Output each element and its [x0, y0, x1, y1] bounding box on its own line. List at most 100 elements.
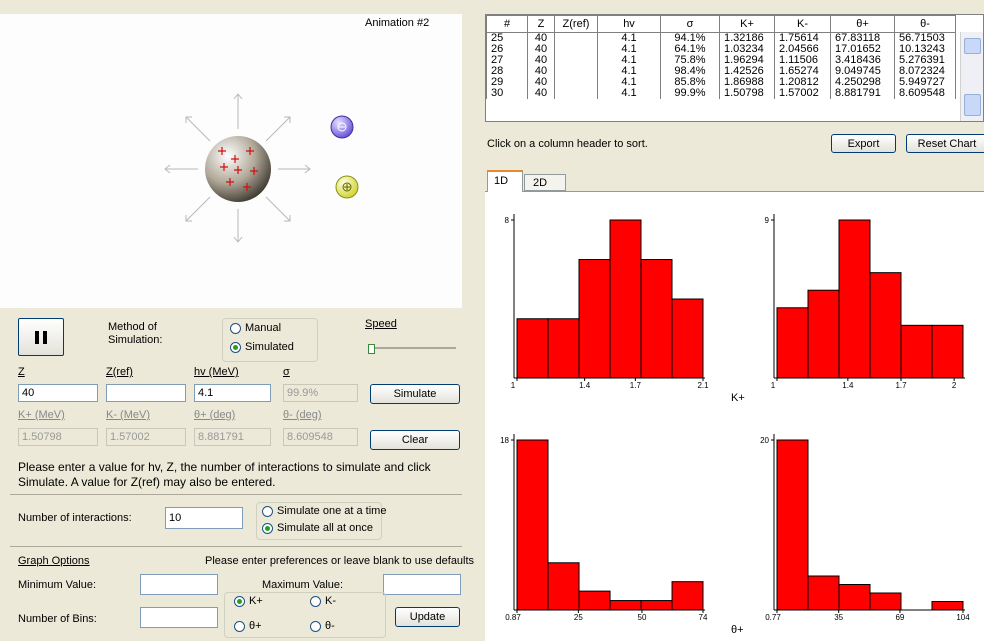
graph-radio[interactable] — [310, 621, 321, 632]
sort-hint: Click on a column header to sort. — [487, 138, 648, 150]
app-window: Animation #2 Method of Simulation: Manua… — [0, 0, 984, 640]
histogram-bar — [932, 602, 963, 611]
graph-radio[interactable] — [234, 621, 245, 632]
method-label: Method of Simulation: — [108, 321, 188, 347]
column-header[interactable]: θ- — [895, 16, 956, 33]
simulate-button[interactable]: Simulate — [370, 384, 460, 404]
chart-panel: 811.41.72.1K+911.41.72K-180.87255074θ+20… — [485, 191, 984, 641]
x-tick-label: 50 — [638, 613, 647, 622]
radio-selected — [233, 345, 238, 350]
graph-radio[interactable] — [234, 596, 245, 607]
histogram: 811.41.72.1K+ — [490, 201, 750, 421]
interactions-radio[interactable] — [262, 506, 273, 517]
speed-thumb[interactable] — [368, 344, 375, 354]
results-table-container: #ZZ(ref)hvσK+K-θ+θ-25404.194.1%1.321861.… — [485, 14, 984, 122]
table-cell: 30 — [487, 88, 528, 99]
export-button[interactable]: Export — [831, 134, 896, 153]
method-option: Manual — [245, 322, 281, 334]
y-tick-label: 20 — [760, 436, 769, 445]
histogram-bar — [579, 591, 610, 610]
speed-track — [368, 347, 456, 349]
histogram-bar — [641, 260, 672, 379]
sigma-field: 99.9% — [283, 384, 358, 402]
x-tick-label: 1.4 — [842, 381, 854, 390]
max-label: Maximum Value: — [262, 579, 343, 591]
radio-selected — [265, 526, 270, 531]
histogram-bar — [672, 299, 703, 378]
interactions-radio[interactable] — [262, 523, 273, 534]
table-cell: 4.1 — [598, 88, 661, 99]
histogram-bar — [579, 260, 610, 379]
histogram-bar — [610, 601, 641, 610]
histogram-bar — [610, 220, 641, 378]
column-header[interactable]: K- — [775, 16, 831, 33]
histogram-bar — [808, 576, 839, 610]
separator — [10, 546, 462, 547]
radio-selected — [237, 599, 242, 604]
histogram-bar — [932, 325, 963, 378]
pause-button[interactable] — [18, 318, 64, 356]
table-row: 29404.185.8%1.869881.208124.2502985.9497… — [487, 77, 956, 88]
table-cell — [555, 44, 598, 55]
output-label: θ- (deg) — [283, 409, 322, 421]
x-tick-label: 25 — [574, 613, 583, 622]
histogram-bar — [839, 220, 870, 378]
zref-input[interactable] — [106, 384, 186, 402]
histogram-bar — [808, 290, 839, 378]
histogram-bar — [870, 273, 901, 378]
table-cell — [555, 66, 598, 77]
update-button[interactable]: Update — [395, 607, 460, 627]
histogram: 911.41.72K- — [750, 201, 984, 421]
graph-option: θ- — [325, 620, 335, 632]
x-tick-label: 1.7 — [630, 381, 642, 390]
table-cell: 1.50798 — [720, 88, 775, 99]
tab-2d[interactable]: 2D — [524, 174, 566, 191]
method-radio[interactable] — [230, 323, 241, 334]
interactions-label: Number of interactions: — [18, 512, 132, 524]
table-cell: 8.609548 — [895, 88, 956, 99]
interactions-option: Simulate one at a time — [277, 505, 386, 517]
column-header[interactable]: Z — [528, 16, 555, 33]
output-label: K+ (MeV) — [18, 409, 65, 421]
interactions-input[interactable]: 10 — [165, 507, 243, 529]
bins-input[interactable] — [140, 607, 218, 628]
input-label: Z(ref) — [106, 366, 133, 378]
scrollbar[interactable] — [960, 32, 983, 122]
tab-1d[interactable]: 1D — [487, 170, 523, 192]
input-label: σ — [283, 366, 290, 378]
clear-button[interactable]: Clear — [370, 430, 460, 450]
method-radio[interactable] — [230, 342, 241, 353]
column-header[interactable]: σ — [661, 16, 720, 33]
scroll-thumb[interactable] — [964, 94, 981, 116]
output-field: 8.881791 — [194, 428, 271, 446]
reset-chart-button[interactable]: Reset Chart — [906, 134, 984, 153]
histogram-bar — [839, 585, 870, 611]
column-header[interactable]: # — [487, 16, 528, 33]
max-input[interactable] — [383, 574, 461, 595]
x-tick-label: 2 — [952, 381, 957, 390]
output-field: 8.609548 — [283, 428, 358, 446]
x-tick-label: 74 — [699, 613, 708, 622]
histogram-bar — [777, 308, 808, 378]
hv-input[interactable]: 4.1 — [194, 384, 271, 402]
column-header[interactable]: K+ — [720, 16, 775, 33]
y-tick-label: 8 — [505, 216, 510, 225]
graph-radio[interactable] — [310, 596, 321, 607]
bins-label: Number of Bins: — [18, 613, 97, 625]
column-header[interactable]: θ+ — [831, 16, 895, 33]
graph-option: K- — [325, 595, 336, 607]
min-input[interactable] — [140, 574, 218, 595]
histogram-bar — [641, 601, 672, 610]
z-input[interactable]: 40 — [18, 384, 98, 402]
histogram-bar — [672, 582, 703, 610]
scroll-up[interactable] — [964, 38, 981, 54]
x-tick-label: 104 — [956, 613, 970, 622]
min-label: Minimum Value: — [18, 579, 96, 591]
histogram-bar — [548, 563, 579, 610]
x-tick-label: 1 — [511, 381, 516, 390]
column-header[interactable]: Z(ref) — [555, 16, 598, 33]
column-header[interactable]: hv — [598, 16, 661, 33]
